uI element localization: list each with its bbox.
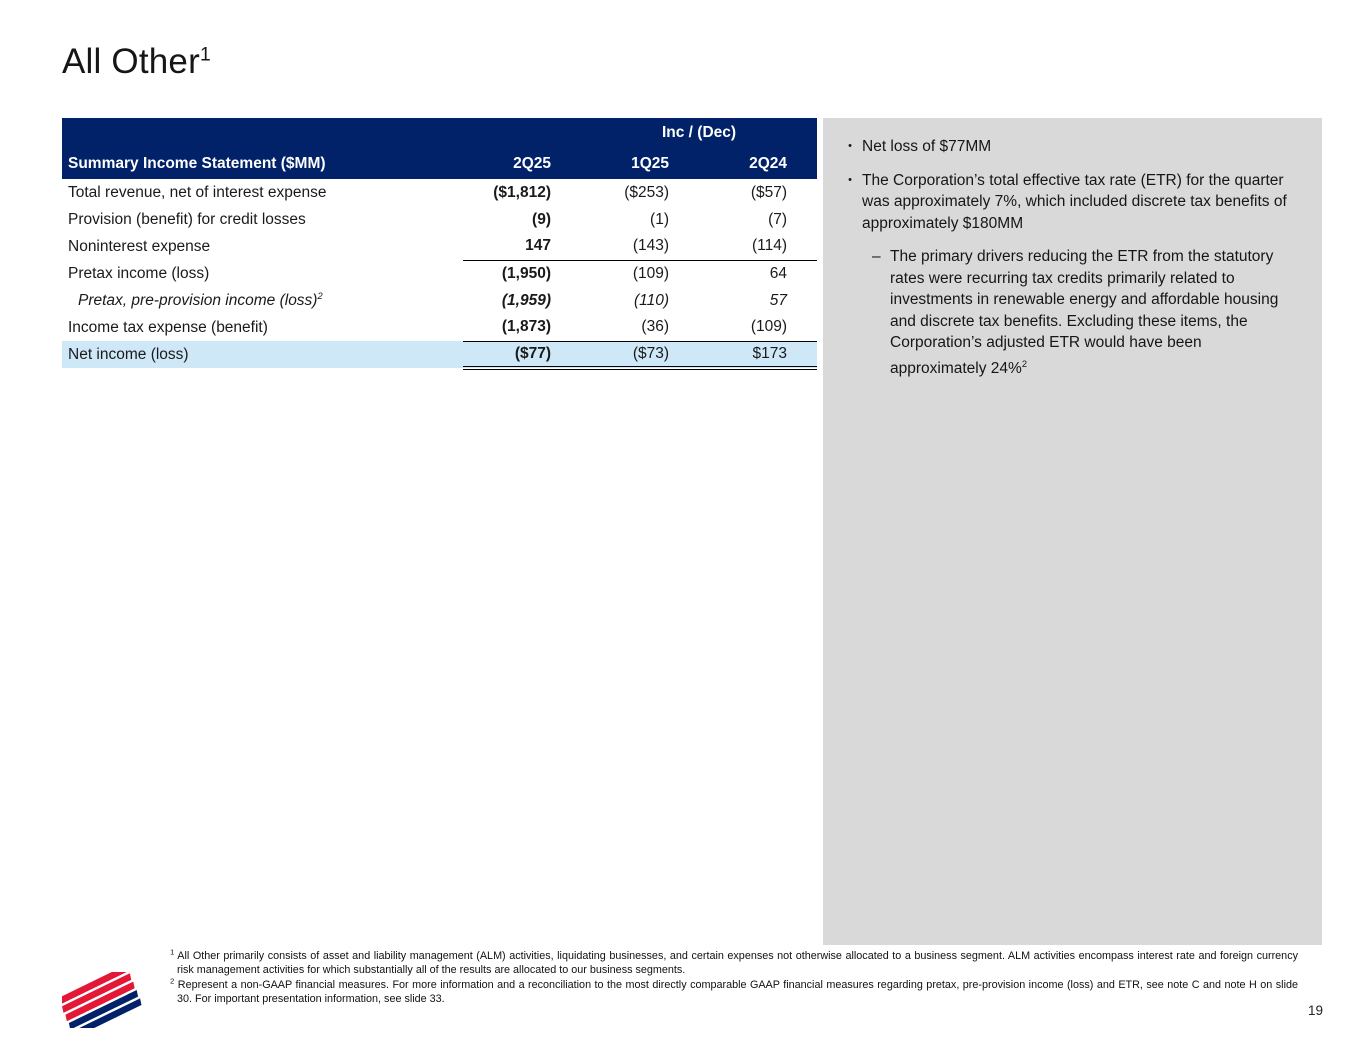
cell-2q24: (109) xyxy=(750,318,788,336)
header-2q24: 2Q24 xyxy=(699,148,818,179)
row-label-text: Pretax, pre-provision income (loss) xyxy=(78,291,318,309)
bullet-icon: • xyxy=(848,173,852,186)
row-footnote-marker: 2 xyxy=(317,290,323,301)
cell-1q25: (109) xyxy=(632,264,669,282)
inc-dec-header-row: Inc / (Dec) xyxy=(62,118,818,148)
cell-1q25: (143) xyxy=(581,233,699,261)
row-provision-credit-losses: Provision (benefit) for credit losses (9… xyxy=(62,206,817,233)
cell-2q25: (1,959) xyxy=(501,291,551,309)
cell-1q25: (36) xyxy=(641,318,669,336)
sub-bullet-footnote-marker: 2 xyxy=(1021,358,1027,369)
cell-2q25: (1,950) xyxy=(501,264,551,282)
cell-1q25: (110) xyxy=(633,291,669,309)
row-label: Noninterest expense xyxy=(68,237,211,255)
bank-of-america-logo xyxy=(62,972,142,1028)
bullet-etr: • The Corporation’s total effective tax … xyxy=(838,170,1296,235)
cell-2q24: 57 xyxy=(769,291,788,309)
footnote-2-text: Represent a non-GAAP financial measures.… xyxy=(174,978,1298,1006)
cell-2q25: ($77) xyxy=(463,340,581,370)
cell-1q25: (1) xyxy=(650,210,669,228)
bullet-icon: • xyxy=(848,140,852,152)
footnote-1: 1 All Other primarily consists of asset … xyxy=(170,947,1298,978)
footnote-1-marker: 1 xyxy=(170,947,175,957)
sub-bullet-text-body: The primary drivers reducing the ETR fro… xyxy=(890,248,1279,377)
cell-2q24: ($57) xyxy=(750,183,788,201)
cell-2q25: (1,873) xyxy=(501,318,551,336)
income-statement-table: Inc / (Dec) Summary Income Statement ($M… xyxy=(62,118,818,370)
dash-icon: – xyxy=(872,248,881,265)
cell-2q24: $173 xyxy=(699,340,818,370)
row-label: Net income (loss) xyxy=(62,341,463,368)
footnotes: 1 All Other primarily consists of asset … xyxy=(170,947,1298,1007)
header-spacer xyxy=(62,118,581,148)
page-number: 19 xyxy=(1307,1003,1323,1018)
column-header-row: Summary Income Statement ($MM) 2Q25 1Q25… xyxy=(62,148,818,179)
row-label: Pretax, pre-provision income (loss)2 xyxy=(62,287,463,314)
cell-2q25: 147 xyxy=(463,233,581,261)
header-2q25: 2Q25 xyxy=(463,148,581,179)
cell-1q25: ($253) xyxy=(624,183,669,201)
row-income-tax-expense: Income tax expense (benefit) (1,873) (36… xyxy=(62,314,817,341)
bullet-text: The Corporation’s total effective tax ra… xyxy=(862,171,1287,232)
bullet-net-loss: • Net loss of $77MM xyxy=(838,136,1296,158)
cell-1q25: ($73) xyxy=(581,340,699,370)
page-title-text: All Other xyxy=(62,42,200,81)
header-summary-income-statement: Summary Income Statement ($MM) xyxy=(62,148,463,179)
cell-2q25: (9) xyxy=(532,210,551,228)
footnote-2: 2 Represent a non-GAAP financial measure… xyxy=(170,976,1298,1007)
row-label: Pretax income (loss) xyxy=(68,264,210,282)
footnote-2-marker: 2 xyxy=(170,976,175,986)
sub-bullet-text: The primary drivers reducing the ETR fro… xyxy=(890,246,1296,379)
inc-dec-header: Inc / (Dec) xyxy=(581,118,818,148)
notes-panel: • Net loss of $77MM • The Corporation’s … xyxy=(823,118,1322,945)
page-title: All Other1 xyxy=(62,42,211,82)
row-label: Income tax expense (benefit) xyxy=(68,318,268,336)
row-noninterest-expense: Noninterest expense 147 (143) (114) xyxy=(62,233,818,261)
bullet-text: Net loss of $77MM xyxy=(862,138,992,155)
row-total-revenue: Total revenue, net of interest expense (… xyxy=(62,179,817,206)
cell-2q24: (7) xyxy=(768,210,788,228)
row-pretax-preprovision-income: Pretax, pre-provision income (loss)2 (1,… xyxy=(62,287,817,314)
header-1q25: 1Q25 xyxy=(581,148,699,179)
cell-2q24: 64 xyxy=(769,264,788,282)
cell-2q24: (114) xyxy=(699,233,818,261)
row-label: Provision (benefit) for credit losses xyxy=(68,210,306,228)
cell-2q25: ($1,812) xyxy=(493,183,551,201)
footnote-1-text: All Other primarily consists of asset an… xyxy=(174,950,1298,977)
row-net-income: Net income (loss) ($77) ($73) $173 xyxy=(62,340,818,370)
page-title-footnote-marker: 1 xyxy=(199,44,211,66)
row-pretax-income: Pretax income (loss) (1,950) (109) 64 xyxy=(62,260,817,287)
row-label: Total revenue, net of interest expense xyxy=(68,183,327,201)
sub-bullet-etr-drivers: – The primary drivers reducing the ETR f… xyxy=(872,246,1296,379)
